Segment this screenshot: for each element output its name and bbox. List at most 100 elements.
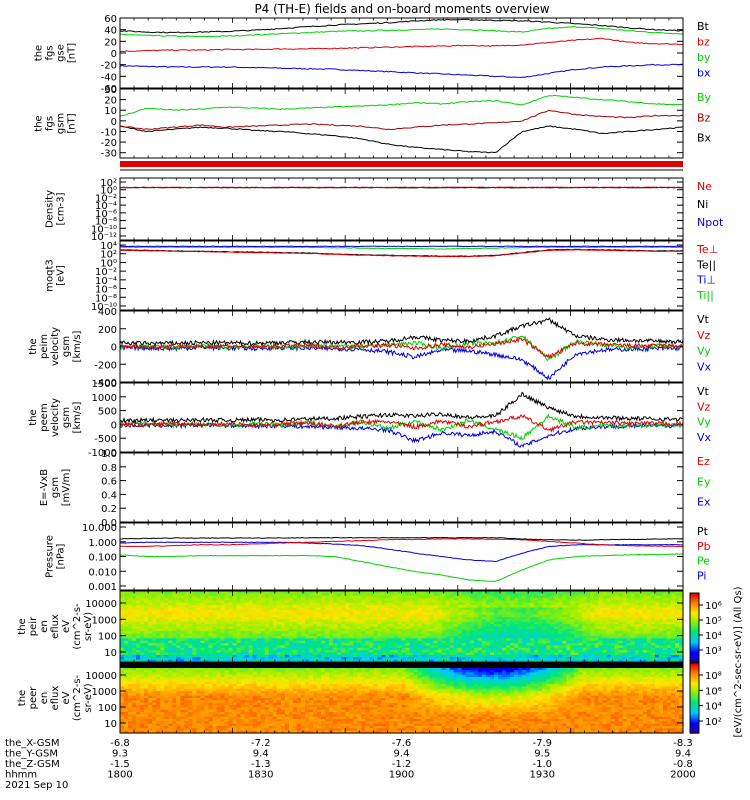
spectrogram-cell bbox=[654, 598, 660, 602]
spectrogram-cell bbox=[510, 609, 515, 613]
spectrogram-cell bbox=[469, 652, 475, 656]
spectrogram-cell bbox=[518, 602, 523, 606]
spectrogram-cell bbox=[453, 647, 459, 651]
y-tick-label: 10⁻¹⁰ bbox=[91, 224, 117, 235]
spectrogram-cell bbox=[284, 593, 290, 597]
spectrogram-cell bbox=[590, 612, 596, 616]
spectrogram-cell bbox=[518, 591, 523, 594]
spectrogram-cell bbox=[373, 633, 378, 637]
spectrogram-cell bbox=[570, 619, 575, 623]
spectrogram-cell bbox=[325, 612, 330, 616]
spectrogram-cell bbox=[542, 595, 547, 599]
spectrogram-cell bbox=[662, 612, 668, 616]
spectrogram-cell bbox=[401, 643, 407, 647]
spectrogram-cell bbox=[180, 636, 185, 639]
spectrogram-cell bbox=[128, 595, 133, 599]
spectrogram-cell bbox=[329, 593, 334, 597]
spectrogram-cell bbox=[417, 607, 423, 611]
spectrogram-cell bbox=[574, 621, 579, 625]
spectrogram-cell bbox=[425, 602, 431, 606]
spectrogram-cell bbox=[598, 626, 604, 630]
spectrogram-cell bbox=[136, 638, 141, 642]
spectrogram-cell bbox=[433, 628, 439, 632]
spectrogram-cell bbox=[514, 638, 519, 642]
spectrogram-cell bbox=[305, 614, 310, 618]
y-tick-label: 10⁴ bbox=[100, 241, 117, 252]
spectrogram-cell bbox=[554, 621, 559, 625]
spectrogram-cell bbox=[393, 605, 399, 609]
spectrogram-cell bbox=[168, 619, 173, 623]
spectrogram-cell bbox=[453, 617, 459, 620]
spectrogram-cell bbox=[465, 633, 471, 637]
spectrogram-cell bbox=[361, 659, 366, 663]
spectrogram-cell bbox=[317, 638, 322, 642]
spectrogram-cell bbox=[349, 654, 354, 658]
spectrogram-cell bbox=[329, 643, 334, 647]
spectrogram-cell bbox=[333, 605, 338, 609]
spectrogram-cell bbox=[357, 631, 362, 635]
spectrogram-cell bbox=[590, 602, 596, 606]
spectrogram-cell bbox=[433, 595, 439, 599]
spectrogram-cell bbox=[534, 633, 539, 637]
spectrogram-cell bbox=[192, 636, 197, 639]
spectrogram-cell bbox=[562, 640, 567, 644]
spectrogram-cell bbox=[236, 643, 242, 647]
spectrogram-cell bbox=[124, 650, 129, 654]
spectrogram-cell bbox=[321, 657, 326, 661]
spectrogram-cell bbox=[542, 605, 547, 609]
spectrogram-cell bbox=[128, 605, 133, 609]
spectrogram-cell bbox=[582, 617, 588, 620]
spectrogram-cell bbox=[280, 624, 286, 628]
spectrogram-cell bbox=[590, 650, 596, 654]
spectrogram-cell bbox=[425, 640, 431, 644]
spectrogram-cell bbox=[309, 631, 314, 635]
spectrogram-cell bbox=[594, 647, 600, 651]
spectrogram-cell bbox=[196, 659, 201, 663]
spectrogram-cell bbox=[232, 654, 238, 658]
spectrogram-cell bbox=[333, 640, 338, 644]
spectrogram-cell bbox=[393, 643, 399, 647]
spectrogram-cell bbox=[502, 619, 507, 623]
spectrogram-cell bbox=[494, 607, 499, 611]
spectrogram-cell bbox=[365, 614, 370, 618]
spectrogram-cell bbox=[574, 650, 579, 654]
spectrogram-cell bbox=[642, 643, 648, 647]
spectrogram-cell bbox=[514, 643, 519, 647]
spectrogram-cell bbox=[469, 624, 475, 628]
spectrogram-cell bbox=[502, 636, 507, 639]
spectrogram-cell bbox=[586, 628, 592, 632]
spectrogram-cell bbox=[156, 652, 161, 656]
spectrogram-cell bbox=[610, 628, 616, 632]
spectrogram-cell bbox=[558, 636, 563, 639]
spectrogram-cell bbox=[244, 633, 250, 637]
spectrogram-cell bbox=[481, 633, 487, 637]
spectrogram-cell bbox=[502, 612, 507, 616]
spectrogram-cell bbox=[417, 633, 423, 637]
spectrogram-cell bbox=[469, 654, 475, 658]
spectrogram-cell bbox=[345, 652, 350, 656]
spectrogram-cell bbox=[349, 593, 354, 597]
spectrogram-cell bbox=[284, 631, 290, 635]
spectrogram-cell bbox=[136, 612, 141, 616]
spectrogram-cell bbox=[429, 650, 435, 654]
spectrogram-cell bbox=[132, 619, 137, 623]
spectrogram-cell bbox=[494, 657, 499, 661]
spectrogram-cell bbox=[248, 640, 254, 644]
spectrogram-cell bbox=[212, 654, 218, 658]
spectrogram-cell bbox=[514, 652, 519, 656]
spectrogram-cell bbox=[192, 607, 197, 611]
spectrogram-cell bbox=[642, 612, 648, 616]
spectrogram-cell bbox=[248, 607, 254, 611]
spectrogram-cell bbox=[650, 609, 656, 613]
y-tick-label: 10⁻² bbox=[95, 193, 117, 204]
spectrogram-cell bbox=[441, 631, 447, 635]
spectrogram-cell bbox=[518, 631, 523, 635]
spectrogram-cell bbox=[244, 636, 250, 639]
spectrogram-cell bbox=[192, 624, 197, 628]
spectrogram-cell bbox=[429, 598, 435, 602]
spectrogram-cell bbox=[602, 626, 608, 630]
spectrogram-cell bbox=[136, 636, 141, 639]
spectrogram-cell bbox=[264, 614, 270, 618]
spectrogram-cell bbox=[361, 652, 366, 656]
spectrogram-cell bbox=[192, 605, 197, 609]
